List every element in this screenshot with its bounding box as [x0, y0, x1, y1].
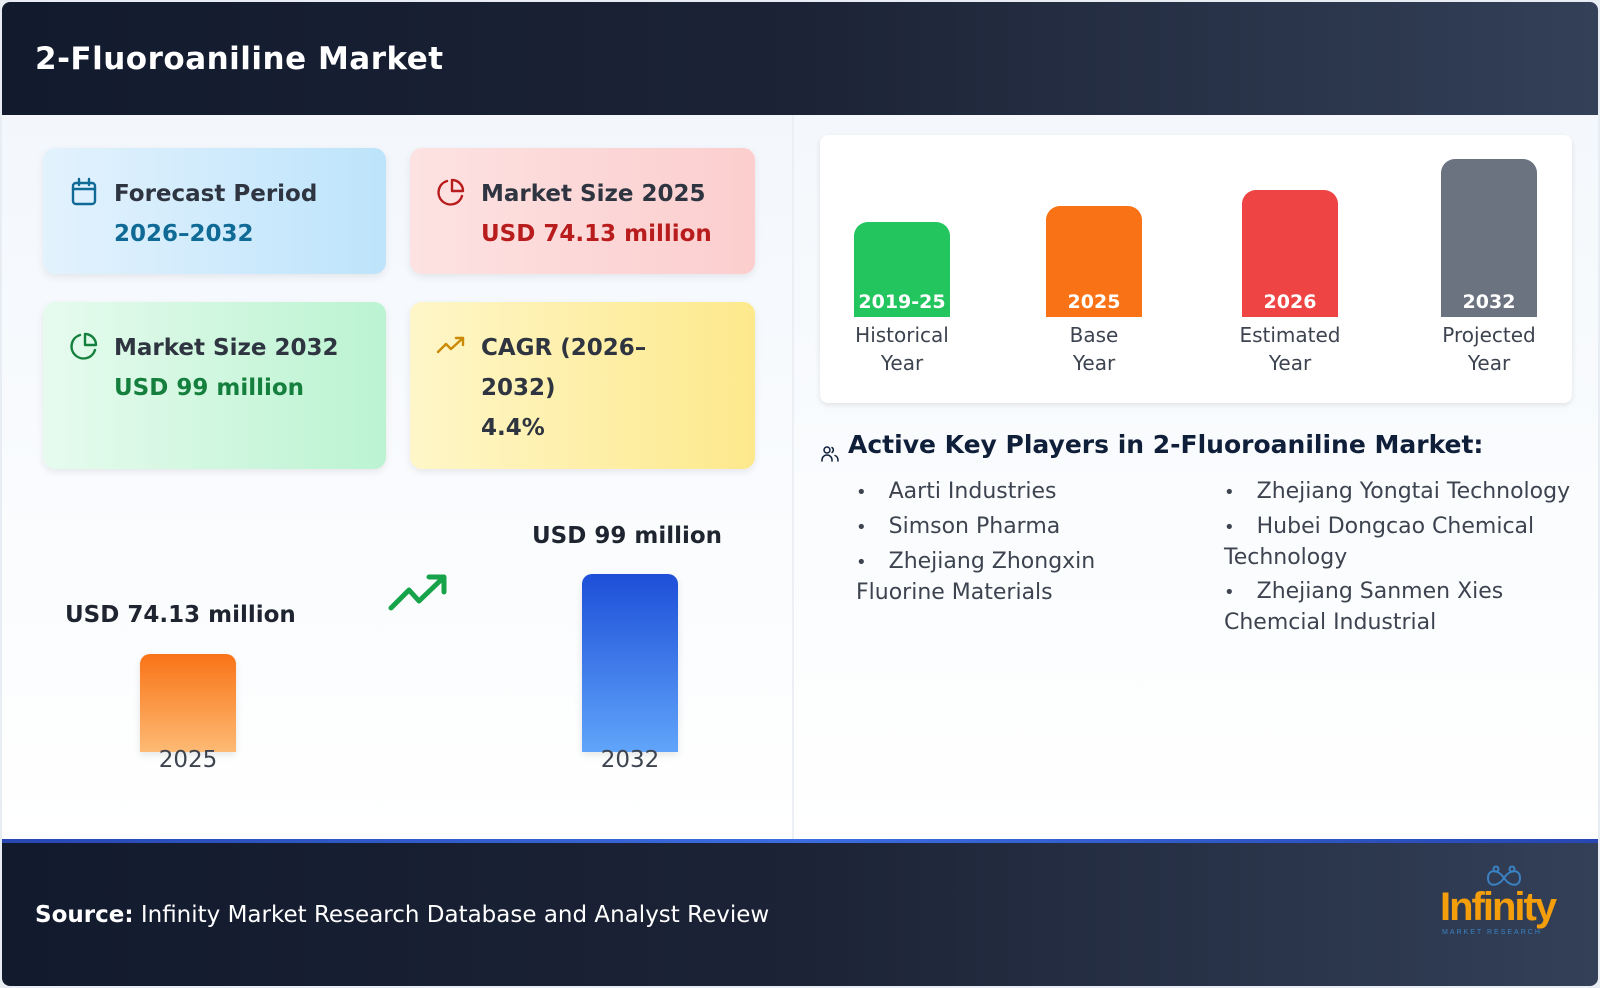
cagr-value: 4.4% [481, 415, 545, 441]
pie-chart-icon [437, 178, 465, 206]
key-players-column-1: Aarti Industries Simson Pharma Zhejiang … [856, 477, 1176, 612]
header: 2-Fluoroaniline Market [2, 2, 1598, 115]
caption-line: Year [1467, 351, 1511, 375]
market-size-2032-title: Market Size 2032 [114, 335, 339, 361]
bar-2032 [582, 574, 678, 752]
forecast-period-card: Forecast Period 2026–2032 [43, 148, 386, 274]
trending-up-icon [436, 336, 465, 354]
caption-line: Estimated [1239, 323, 1341, 347]
timeline-caption-base: Base Year [1024, 321, 1164, 377]
cagr-title: CAGR (2026–2032) [481, 335, 647, 401]
timeline-caption-historical: Historical Year [832, 321, 972, 377]
timeline-caption-projected: Projected Year [1419, 321, 1559, 377]
timeline-card: 2019-25 Historical Year 2025 Base Year 2… [820, 135, 1572, 403]
logo-wordmark: Infinity [1440, 885, 1557, 929]
key-players-column-2: Zhejiang Yongtai Technology Hubei Dongca… [1224, 477, 1584, 642]
player-item: Aarti Industries [856, 477, 1176, 508]
timeline-period-historical: 2019-25 [858, 291, 946, 313]
key-players-title: Active Key Players in 2-Fluoroaniline Ma… [848, 430, 1484, 459]
market-size-2025-card: Market Size 2025 USD 74.13 million [410, 148, 755, 274]
bar-2032-value-label: USD 99 million [532, 523, 723, 549]
timeline-period-base: 2025 [1067, 291, 1121, 313]
bar-2032-year-label: 2032 [600, 747, 660, 773]
timeline-period-projected: 2032 [1462, 291, 1516, 313]
market-size-2032-value: USD 99 million [114, 375, 305, 401]
timeline-bar-estimated: 2026 [1242, 190, 1338, 317]
infinity-symbol-icon [1486, 865, 1522, 886]
forecast-period-value: 2026–2032 [114, 221, 254, 247]
bar-2025 [140, 654, 236, 752]
player-item: Zhejiang Zhongxin Fluorine Materials [856, 547, 1176, 608]
timeline-period-estimated: 2026 [1263, 291, 1317, 313]
caption-line: Projected [1442, 323, 1536, 347]
page-title: 2-Fluoroaniline Market [35, 40, 444, 77]
caption-line: Base [1069, 323, 1119, 347]
pie-chart-icon [70, 332, 98, 360]
trending-up-arrow-icon [388, 574, 447, 611]
caption-line: Year [1072, 351, 1116, 375]
source-value: Infinity Market Research Database and An… [140, 901, 770, 928]
calendar-icon [71, 177, 97, 206]
source-text: Source: Infinity Market Research Databas… [35, 902, 769, 928]
player-item: Zhejiang Sanmen Xies Chemcial Industrial [1224, 577, 1584, 638]
forecast-period-title: Forecast Period [114, 181, 318, 207]
infinity-logo: Infinity MARKET RESEARCH [1432, 865, 1562, 945]
player-item: Zhejiang Yongtai Technology [1224, 477, 1584, 508]
footer: Source: Infinity Market Research Databas… [2, 843, 1598, 986]
cagr-card: CAGR (2026–2032) 4.4% [410, 302, 755, 469]
caption-line: Year [880, 351, 924, 375]
footer-accent-line [2, 839, 1598, 843]
timeline-caption-estimated: Estimated Year [1220, 321, 1360, 377]
right-panel: 2019-25 Historical Year 2025 Base Year 2… [794, 115, 1598, 839]
left-panel: Forecast Period 2026–2032 Market Size 20… [2, 115, 792, 839]
bar-2025-year-label: 2025 [158, 747, 218, 773]
caption-line: Historical [855, 323, 949, 347]
caption-line: Year [1268, 351, 1312, 375]
users-icon [821, 446, 839, 462]
timeline-bar-base: 2025 [1046, 206, 1142, 317]
bar-2025-value-label: USD 74.13 million [65, 602, 296, 628]
source-label: Source: [35, 901, 134, 928]
player-item: Simson Pharma [856, 512, 1176, 543]
main-content: Forecast Period 2026–2032 Market Size 20… [2, 115, 1598, 839]
market-size-2025-title: Market Size 2025 [481, 181, 706, 207]
timeline-bar-projected: 2032 [1441, 159, 1537, 317]
timeline-bar-historical: 2019-25 [854, 222, 950, 317]
panel-divider [792, 115, 794, 839]
market-size-2025-value: USD 74.13 million [481, 221, 712, 247]
market-size-2032-card: Market Size 2032 USD 99 million [43, 302, 386, 469]
logo-tagline: MARKET RESEARCH [1442, 929, 1542, 936]
player-item: Hubei Dongcao Chemical Technology [1224, 512, 1584, 573]
